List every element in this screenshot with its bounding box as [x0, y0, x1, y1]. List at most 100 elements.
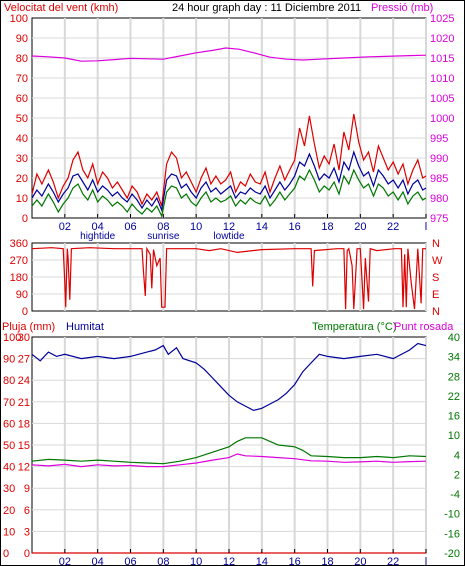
x-tick-label: 20	[354, 556, 366, 566]
pressure-tick-label: 985	[430, 173, 448, 185]
humidity-tick-label: 30	[3, 483, 15, 495]
x-tick-label: 04	[92, 221, 104, 233]
wind-speed-axis: 0 10 20 30 40 50 60 70 80 90 100	[10, 13, 28, 225]
rain-tick-label: 0	[24, 548, 30, 560]
rain-tick-label: 15	[18, 440, 30, 452]
x-tick-label: 06	[124, 556, 136, 566]
humidity-tick-label: 0	[3, 548, 9, 560]
dew-point-axis-title: Punt rosada	[394, 321, 454, 333]
wind-average-line	[31, 149, 427, 213]
wind-direction-tick-label: 90	[16, 289, 28, 301]
wind-speed-tick-label: 50	[16, 113, 28, 125]
temperature-tick-label: -10	[444, 509, 460, 521]
rain-tick-label: 3	[24, 526, 30, 538]
x-tick-label: 18	[321, 221, 333, 233]
x-tick-label: 14	[256, 221, 268, 233]
temperature-tick-label: 34	[448, 352, 460, 364]
x-tick-label: 10	[190, 556, 202, 566]
humidity-line	[31, 342, 427, 412]
compass-tick-label: N	[432, 306, 440, 318]
wind-speed-tick-label: 80	[16, 53, 28, 65]
temperature-tick-label: 40	[448, 332, 460, 344]
wind-pressure-x-axis: 02 04 06 08 10 12 14 16 18 20 22 l	[59, 214, 427, 233]
x-tick-label: 04	[92, 556, 104, 566]
pressure-tick-label: 1020	[430, 33, 454, 45]
pressure-tick-label: 980	[430, 193, 448, 205]
x-tick-label: 16	[289, 221, 301, 233]
humidity-tick-label: 50	[3, 440, 15, 452]
chart-title: 24 hour graph day : 11 Diciembre 2011	[172, 2, 361, 14]
x-tick-label: 12	[223, 221, 235, 233]
tide-sun-label: hightide	[80, 231, 115, 242]
x-tick-label: l	[425, 221, 427, 233]
temperature-tick-label: 4	[454, 450, 460, 462]
wind-direction-tick-label: 0	[22, 306, 28, 318]
wind-direction-series	[31, 246, 426, 310]
wind-speed-tick-label: 40	[16, 133, 28, 145]
x-tick-label: 12	[223, 556, 235, 566]
rain-tick-label: 30	[18, 332, 30, 344]
rain-tick-label: 9	[24, 483, 30, 495]
humidity-axis-title: Humitat	[66, 321, 104, 333]
x-tick-label: l	[425, 556, 427, 566]
wind-pressure-series	[31, 47, 427, 218]
temperature-tick-label: 16	[448, 411, 460, 423]
rain-axis: 0 3 6 9 12 15 18 21 24 27 30	[18, 332, 30, 560]
temperature-axis: -20 -16 -10 -4 2 4 10 16 22 28 34 40	[444, 332, 460, 560]
wind-direction-tick-label: 270	[10, 255, 28, 267]
compass-tick-label: E	[432, 289, 439, 301]
humidity-tick-label: 40	[3, 462, 15, 474]
compass-tick-label: W	[432, 255, 443, 267]
humidity-axis: 0 10 20 30 40 50 60 70 80 90 100	[3, 332, 21, 560]
wind-speed-tick-label: 30	[16, 153, 28, 165]
pressure-tick-label: 1005	[430, 93, 454, 105]
wind-direction-line	[31, 246, 426, 310]
temperature-tick-label: -16	[444, 528, 460, 540]
compass-tick-label: N	[432, 238, 440, 250]
humidity-tick-label: 10	[3, 526, 15, 538]
humidity-tick-label: 60	[3, 418, 15, 430]
dew-point-line	[31, 453, 427, 468]
humidity-tick-label: 70	[3, 397, 15, 409]
rain-tick-label: 27	[18, 354, 30, 366]
rain-tick-label: 21	[18, 397, 30, 409]
temperature-tick-label: -20	[444, 548, 460, 560]
humidity-tick-label: 20	[3, 505, 15, 517]
x-tick-label: 10	[190, 221, 202, 233]
x-tick-label: 14	[256, 556, 268, 566]
x-tick-label: 08	[157, 221, 169, 233]
temperature-tick-label: -4	[450, 489, 460, 501]
tide-sun-label: sunrise	[147, 231, 180, 242]
wind-speed-tick-label: 70	[16, 73, 28, 85]
x-tick-label: 18	[321, 556, 333, 566]
pressure-tick-label: 995	[430, 133, 448, 145]
x-tick-label: 22	[387, 556, 399, 566]
rain-tick-label: 12	[18, 462, 30, 474]
temperature-tick-label: 10	[448, 430, 460, 442]
rain-humidity-temperature-grid	[32, 337, 427, 553]
x-tick-label: 06	[124, 221, 136, 233]
wind-pressure-grid	[32, 18, 427, 218]
rain-tick-label: 24	[18, 375, 30, 387]
rain-humidity-temperature-x-axis: 02 04 06 08 10 12 14 16 18 20 22 l	[59, 549, 427, 566]
humidity-tick-label: 100	[3, 332, 21, 344]
rain-tick-label: 6	[24, 505, 30, 517]
temperature-tick-label: 28	[448, 371, 460, 383]
wind-gust-line	[31, 113, 427, 207]
rain-axis-title: Pluja (mm)	[2, 321, 55, 333]
x-tick-label: 16	[289, 556, 301, 566]
wind-speed-tick-label: 10	[16, 193, 28, 205]
wind-speed-tick-label: 100	[10, 13, 28, 25]
wind-pressure-tide-labels: hightide sunrise lowtide	[80, 231, 245, 242]
humidity-tick-label: 90	[3, 354, 15, 366]
wind-direction-degrees-axis: 0 90 180 270 360	[10, 238, 28, 318]
pressure-axis: 975 980 985 990 995 1000 1005 1010 1015 1020 1025	[430, 13, 454, 225]
pressure-tick-label: 990	[430, 153, 448, 165]
pressure-axis-title: Pressió (mb)	[371, 2, 433, 14]
compass-tick-label: S	[432, 272, 439, 284]
pressure-tick-label: 1025	[430, 13, 454, 25]
temperature-line	[31, 437, 427, 465]
x-tick-label: 20	[354, 221, 366, 233]
